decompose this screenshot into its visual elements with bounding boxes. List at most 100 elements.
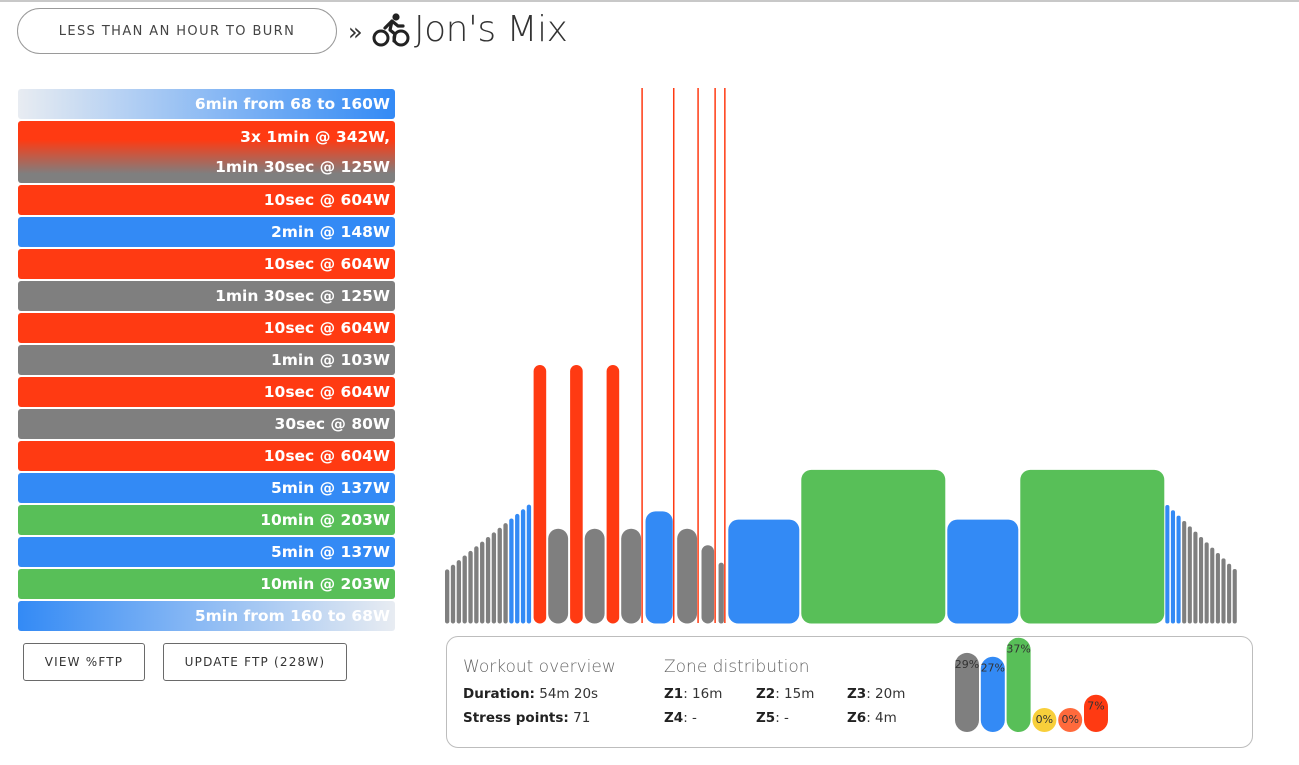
zone-distribution-chart: 29% 27%37% 0% 0% 7% xyxy=(955,637,1108,732)
workout-bar xyxy=(526,504,532,624)
workout-bar xyxy=(1232,569,1237,624)
zone-z5-value: - xyxy=(784,710,789,726)
segment-row[interactable]: 6min from 68 to 160W xyxy=(18,89,395,119)
segment-row[interactable]: 10sec @ 604W xyxy=(18,377,395,407)
segment-row[interactable]: 30sec @ 80W xyxy=(18,409,395,439)
zone-z1-value: 16m xyxy=(692,686,723,702)
segment-row[interactable]: 10min @ 203W xyxy=(18,569,395,599)
segment-label: 6min from 68 to 160W xyxy=(194,95,390,113)
segment-row[interactable]: 10sec @ 604W xyxy=(18,185,395,215)
update-ftp-button[interactable]: UPDATE FTP (228W) xyxy=(163,643,347,681)
workout-bar xyxy=(701,545,715,624)
page-title: Jon's Mix xyxy=(414,9,568,50)
segment-row[interactable]: 10min @ 203W xyxy=(18,505,395,535)
segment-row[interactable]: 3x 1min @ 342W, 1min 30sec @ 125W xyxy=(18,121,395,183)
workout-bar xyxy=(474,546,479,624)
workout-bar xyxy=(1165,504,1170,624)
segment-row[interactable]: 5min from 160 to 68W xyxy=(18,601,395,631)
segment-row[interactable]: 5min @ 137W xyxy=(18,473,395,503)
zone-z4: Z4: - xyxy=(664,710,697,726)
zone-z6-value: 4m xyxy=(875,710,897,726)
zone-z6: Z6: 4m xyxy=(847,710,897,726)
zone-percent-label: 37% xyxy=(1006,643,1030,656)
segment-label: 3x 1min @ 342W, xyxy=(240,128,390,146)
zone-pill xyxy=(1032,708,1057,732)
workout-overview-heading: Workout overview xyxy=(463,657,616,677)
segment-label: 10sec @ 604W xyxy=(263,191,390,209)
segment-label: 10sec @ 604W xyxy=(263,447,390,465)
workout-bar xyxy=(728,519,800,624)
zone-z6-label: Z6 xyxy=(847,710,867,726)
segment-label: 10sec @ 604W xyxy=(263,319,390,337)
segment-label: 5min @ 137W xyxy=(270,479,390,497)
zone-distribution-heading: Zone distribution xyxy=(664,657,810,677)
segment-label: 10min @ 203W xyxy=(260,575,390,593)
segment-label: 1min 30sec @ 125W xyxy=(215,287,390,305)
workout-bar xyxy=(947,519,1019,624)
workout-bar xyxy=(480,541,485,624)
segment-row[interactable]: 1min 30sec @ 125W xyxy=(18,281,395,311)
workout-bar xyxy=(456,560,462,624)
zone-z2-value: 15m xyxy=(784,686,815,702)
zone-pill xyxy=(1084,694,1108,732)
workout-bar xyxy=(1204,542,1209,624)
workout-bar xyxy=(677,528,698,624)
workout-bar xyxy=(645,511,673,624)
segment-row[interactable]: 10sec @ 604W xyxy=(18,441,395,471)
zone-percent-label: 7% xyxy=(1087,700,1104,713)
workout-bar xyxy=(1170,510,1176,624)
workout-bar xyxy=(1187,526,1192,624)
zone-pill xyxy=(980,656,1005,732)
segment-row[interactable]: 5min @ 137W xyxy=(18,537,395,567)
segment-label: 5min @ 137W xyxy=(270,543,390,561)
workout-bar xyxy=(1198,537,1204,624)
workout-bar xyxy=(1215,553,1220,624)
zone-z4-label: Z4 xyxy=(664,710,684,726)
workout-bar xyxy=(503,523,508,624)
zone-z4-value: - xyxy=(692,710,697,726)
segment-row[interactable]: 10sec @ 604W xyxy=(18,313,395,343)
workout-bar xyxy=(1182,520,1187,624)
segment-row[interactable]: 2min @ 148W xyxy=(18,217,395,247)
top-border xyxy=(0,0,1299,2)
workout-bar xyxy=(548,528,569,624)
category-button[interactable]: LESS THAN AN HOUR TO BURN xyxy=(17,8,337,54)
workout-bar xyxy=(491,532,497,624)
segment-row[interactable]: 10sec @ 604W xyxy=(18,249,395,279)
cyclist-icon xyxy=(372,13,410,47)
zone-percent-label: 27% xyxy=(981,662,1005,675)
zone-z5: Z5: - xyxy=(756,710,789,726)
workout-bar xyxy=(621,528,642,624)
zone-z3-value: 20m xyxy=(875,686,906,702)
stress-label: Stress points: xyxy=(463,710,569,726)
duration-row: Duration: 54m 20s xyxy=(463,686,598,702)
zone-z2: Z2: 15m xyxy=(756,686,815,702)
workout-bar xyxy=(497,527,502,624)
segment-label: 10min @ 203W xyxy=(260,511,390,529)
segment-list: 6min from 68 to 160W 3x 1min @ 342W, 1min … xyxy=(18,89,395,633)
zone-z3: Z3: 20m xyxy=(847,686,906,702)
segment-label: 10sec @ 604W xyxy=(263,255,390,273)
zone-z5-label: Z5 xyxy=(756,710,776,726)
segment-label: 1min @ 103W xyxy=(270,351,390,369)
workout-bar xyxy=(1020,469,1165,624)
stress-value: 71 xyxy=(573,710,591,726)
workout-bar xyxy=(520,509,526,624)
zone-z2-label: Z2 xyxy=(756,686,776,702)
workout-bar xyxy=(450,564,456,624)
zone-z3-label: Z3 xyxy=(847,686,867,702)
segment-row[interactable]: 1min @ 103W xyxy=(18,345,395,375)
zone-z1: Z1: 16m xyxy=(664,686,723,702)
workout-bar xyxy=(801,469,946,624)
workout-bar xyxy=(584,528,605,624)
workout-bar xyxy=(1221,558,1226,624)
workout-bar xyxy=(718,562,724,624)
workout-bar xyxy=(606,365,620,624)
stress-row: Stress points: 71 xyxy=(463,710,590,726)
zone-pill xyxy=(1058,708,1083,732)
workout-bar xyxy=(462,555,467,624)
duration-label: Duration: xyxy=(463,686,535,702)
view-ftp-button[interactable]: VIEW %FTP xyxy=(23,643,145,681)
duration-value: 54m 20s xyxy=(539,686,599,702)
zone-pill xyxy=(955,652,979,732)
